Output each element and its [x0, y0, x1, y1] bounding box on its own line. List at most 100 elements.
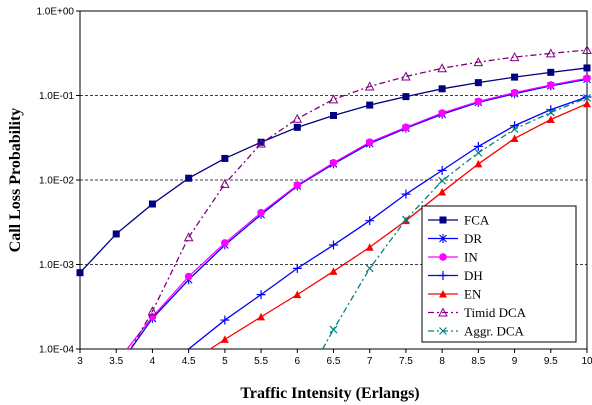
data-point: [402, 93, 410, 101]
legend-marker: [439, 216, 447, 224]
data-point: [474, 97, 483, 106]
data-point: [402, 123, 410, 132]
series-fca: [76, 64, 591, 277]
x-tick-label: 3: [77, 356, 83, 367]
data-point: [511, 73, 519, 81]
data-point: [293, 290, 302, 299]
data-point: [292, 113, 303, 123]
x-tick-label: 5: [222, 356, 228, 367]
legend-label: EN: [464, 287, 482, 302]
legend-label: Aggr. DCA: [464, 324, 525, 339]
data-point: [148, 200, 156, 208]
data-point: [401, 189, 411, 199]
x-tick-labels: 3 3.5 4 4.5 5 5.5 6 6.5 7 7.5 8 8.5 9 9.5 10: [77, 349, 592, 367]
series-in: [126, 74, 591, 350]
legend-label: IN: [464, 250, 478, 265]
x-tick-label: 4: [150, 356, 156, 367]
legend-item: FCA: [428, 213, 490, 228]
x-tick-label: 9.5: [544, 356, 558, 367]
series-aggr-dca: [322, 93, 591, 350]
data-point: [329, 325, 338, 334]
series-line: [322, 97, 588, 350]
data-point: [438, 85, 446, 93]
data-point: [438, 188, 447, 196]
data-point: [583, 64, 591, 72]
legend-item: IN: [428, 250, 478, 265]
data-point: [256, 138, 266, 148]
data-point: [220, 178, 230, 188]
y-tick-label: 1.0E-03: [39, 260, 74, 271]
data-point: [546, 108, 555, 117]
data-point: [183, 232, 194, 242]
data-point: [510, 125, 519, 134]
data-point: [76, 269, 84, 277]
data-point: [437, 165, 447, 175]
series-line: [130, 49, 588, 350]
data-point: [510, 134, 519, 142]
data-point: [474, 159, 483, 168]
legend-label: Timid DCA: [464, 305, 527, 320]
data-point: [147, 306, 158, 316]
data-point: [510, 88, 519, 97]
data-point: [221, 239, 229, 247]
legend-item: Timid DCA: [428, 305, 527, 320]
data-point: [402, 215, 410, 224]
x-tick-label: 9: [512, 356, 518, 367]
legend-marker: [439, 234, 447, 243]
legend-marker: [439, 290, 447, 298]
data-point: [184, 272, 193, 281]
data-point: [257, 208, 265, 217]
series-timid-dca: [130, 44, 592, 350]
data-point: [257, 138, 265, 146]
legend-marker: [439, 253, 447, 261]
series-line: [126, 77, 588, 350]
y-tick-labels: 1.0E-04 1.0E-03 1.0E-02 1.0E-01 1.0E+00: [36, 7, 80, 356]
data-point: [437, 63, 447, 73]
data-point: [366, 101, 374, 109]
x-axis-title: Traffic Intensity (Erlangs): [240, 385, 419, 402]
x-tick-label: 8.5: [471, 356, 485, 367]
legend-item: DR: [428, 231, 482, 246]
y-axis-title: Call Loss Probability: [7, 108, 24, 253]
data-point: [185, 174, 193, 182]
data-point: [220, 315, 230, 325]
data-point: [474, 148, 483, 157]
x-tick-label: 4.5: [182, 356, 196, 367]
y-tick-label: 1.0E-02: [39, 176, 74, 187]
data-point: [473, 141, 483, 151]
y-tick-label: 1.0E-01: [39, 91, 74, 102]
data-point: [401, 71, 411, 81]
x-tick-label: 7.5: [399, 356, 413, 367]
series-line: [130, 78, 588, 350]
data-point: [329, 267, 338, 275]
legend-item: DH: [428, 268, 483, 283]
data-point: [509, 52, 520, 62]
x-tick-label: 7: [367, 356, 373, 367]
series-line: [210, 103, 588, 350]
data-point: [365, 138, 374, 147]
x-tick-label: 6: [295, 356, 301, 367]
data-point: [545, 48, 556, 58]
x-tick-label: 10: [581, 356, 592, 367]
data-point: [329, 158, 338, 167]
series-layer: [76, 44, 592, 350]
legend-item: EN: [428, 287, 482, 302]
legend-label: FCA: [464, 213, 490, 228]
data-point: [365, 216, 375, 226]
data-point: [583, 99, 591, 108]
x-tick-label: 8: [439, 356, 445, 367]
data-point: [330, 111, 337, 119]
data-point: [221, 154, 229, 162]
data-point: [438, 176, 447, 185]
legend: FCA DR IN DH EN Timid DCA Aggr. DCA: [421, 205, 577, 343]
data-point: [583, 93, 591, 102]
data-point: [256, 290, 266, 300]
data-point: [328, 94, 339, 104]
y-tick-label: 1.0E-04: [39, 345, 74, 356]
legend-marker: [438, 307, 448, 317]
data-point: [582, 44, 592, 55]
data-point: [329, 240, 338, 250]
series-line: [188, 96, 588, 350]
data-point: [365, 243, 374, 251]
data-point: [583, 74, 591, 83]
